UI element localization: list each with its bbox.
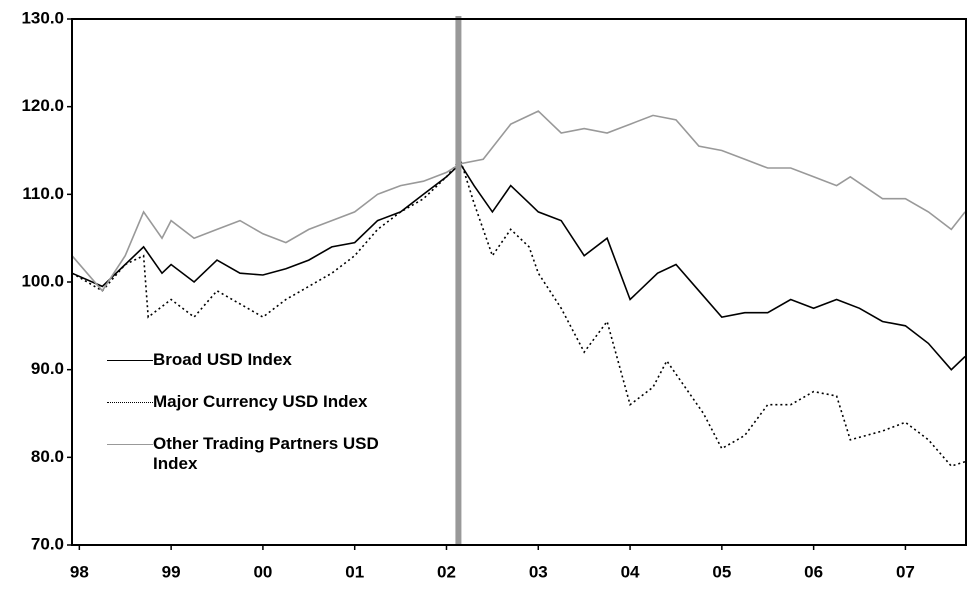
x-tick-label: 00 <box>253 562 272 581</box>
legend-key <box>107 402 153 403</box>
x-tick-label: 07 <box>896 562 915 581</box>
legend-label: Major Currency USD Index <box>153 392 368 411</box>
legend-item: Other Trading Partners USD Index <box>107 434 407 474</box>
legend-key <box>107 360 153 361</box>
legend-item: Broad USD Index <box>107 350 407 370</box>
y-tick-label: 130.0 <box>21 8 64 27</box>
series-line <box>71 162 966 371</box>
y-tick-label: 90.0 <box>31 359 64 378</box>
series-line <box>71 110 966 293</box>
y-tick-label: 110.0 <box>22 184 64 203</box>
x-tick-label: 04 <box>621 562 640 581</box>
y-tick-label: 70.0 <box>31 534 64 553</box>
y-tick-label: 100.0 <box>21 271 64 290</box>
legend-label: Broad USD Index <box>153 350 292 369</box>
x-tick-label: 05 <box>712 562 731 581</box>
x-tick-label: 06 <box>804 562 823 581</box>
legend: Broad USD Index Major Currency USD Index O… <box>107 350 407 496</box>
x-tick-label: 98 <box>70 562 89 581</box>
legend-label: Other Trading Partners USD Index <box>153 434 379 473</box>
plot-frame <box>71 18 967 546</box>
x-tick-label: 03 <box>529 562 548 581</box>
x-tick-label: 99 <box>162 562 181 581</box>
x-tick-label: 02 <box>437 562 456 581</box>
y-tick-label: 120.0 <box>21 96 64 115</box>
legend-key <box>107 444 153 445</box>
legend-item: Major Currency USD Index <box>107 392 407 412</box>
y-tick-label: 80.0 <box>31 447 64 466</box>
x-tick-label: 01 <box>345 562 364 581</box>
